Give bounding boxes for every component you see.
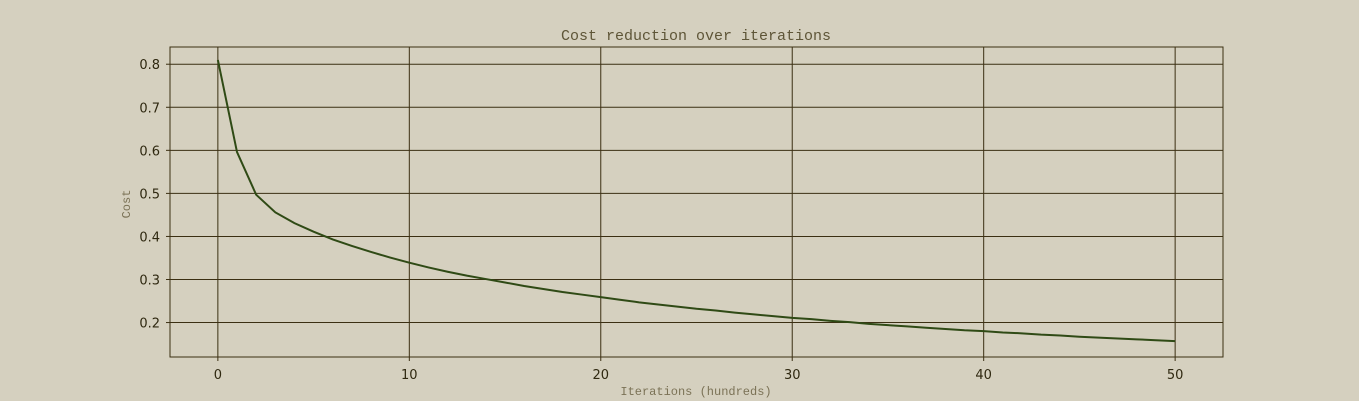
- y-axis-label: Cost: [120, 190, 134, 219]
- x-tick-label: 30: [784, 368, 801, 383]
- y-tick-label: 0.2: [139, 317, 160, 332]
- x-axis-label: Iterations (hundreds): [620, 385, 771, 399]
- x-tick-label: 10: [401, 368, 418, 383]
- y-tick-label: 0.8: [139, 58, 160, 73]
- y-tick-label: 0.6: [139, 144, 160, 159]
- x-axis: 0 10 20 30 40 50: [214, 357, 1184, 383]
- chart-title: Cost reduction over iterations: [561, 28, 831, 45]
- x-tick-label: 0: [214, 368, 222, 383]
- x-tick-label: 50: [1167, 368, 1184, 383]
- y-tick-label: 0.3: [139, 274, 160, 289]
- series-layer: [216, 59, 1176, 343]
- grid-layer: [170, 47, 1223, 357]
- series-line: [216, 59, 1176, 343]
- x-tick-label: 40: [975, 368, 992, 383]
- x-tick-label: 20: [592, 368, 609, 383]
- y-tick-label: 0.5: [139, 187, 160, 202]
- y-axis: 0.2 0.3 0.4 0.5 0.6 0.7 0.8: [139, 58, 170, 332]
- y-tick-label: 0.4: [139, 230, 160, 245]
- plot-frame: [169, 46, 1224, 358]
- y-tick-label: 0.7: [139, 101, 160, 116]
